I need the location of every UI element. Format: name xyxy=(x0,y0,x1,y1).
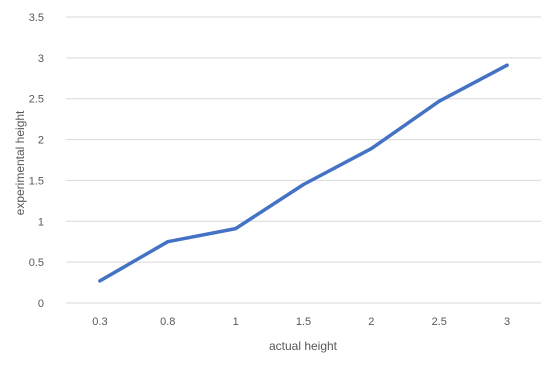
series-line-0 xyxy=(98,63,509,283)
data-point xyxy=(166,240,170,244)
data-point xyxy=(98,279,102,283)
data-point xyxy=(437,99,441,103)
x-axis-ticks: 0.3 0.8 1 1.5 2 2.5 3 xyxy=(92,316,510,328)
x-tick-label: 2.5 xyxy=(432,316,447,328)
data-point xyxy=(369,147,373,151)
x-tick-label: 0.8 xyxy=(160,316,175,328)
y-tick-label: 1.5 xyxy=(29,175,44,187)
x-axis-title: actual height xyxy=(269,339,338,353)
x-tick-label: 1 xyxy=(233,316,239,328)
series-layer xyxy=(98,63,509,283)
y-tick-label: 1 xyxy=(38,216,44,228)
y-tick-label: 2.5 xyxy=(29,94,44,106)
y-axis-title: experimental height xyxy=(13,110,27,215)
x-tick-label: 0.3 xyxy=(92,316,107,328)
y-tick-label: 0.5 xyxy=(29,257,44,269)
x-tick-label: 3 xyxy=(504,316,510,328)
y-tick-label: 0 xyxy=(38,298,44,310)
y-tick-label: 3 xyxy=(38,53,44,65)
data-point xyxy=(505,63,509,67)
y-tick-label: 2 xyxy=(38,135,44,147)
gridlines xyxy=(66,16,541,304)
data-point xyxy=(234,227,238,231)
y-tick-label: 3.5 xyxy=(29,12,44,24)
x-tick-label: 1.5 xyxy=(296,316,311,328)
y-axis-ticks: 0 0.5 1 1.5 2 2.5 3 3.5 xyxy=(29,12,44,310)
x-tick-label: 2 xyxy=(368,316,374,328)
data-point xyxy=(302,183,305,187)
